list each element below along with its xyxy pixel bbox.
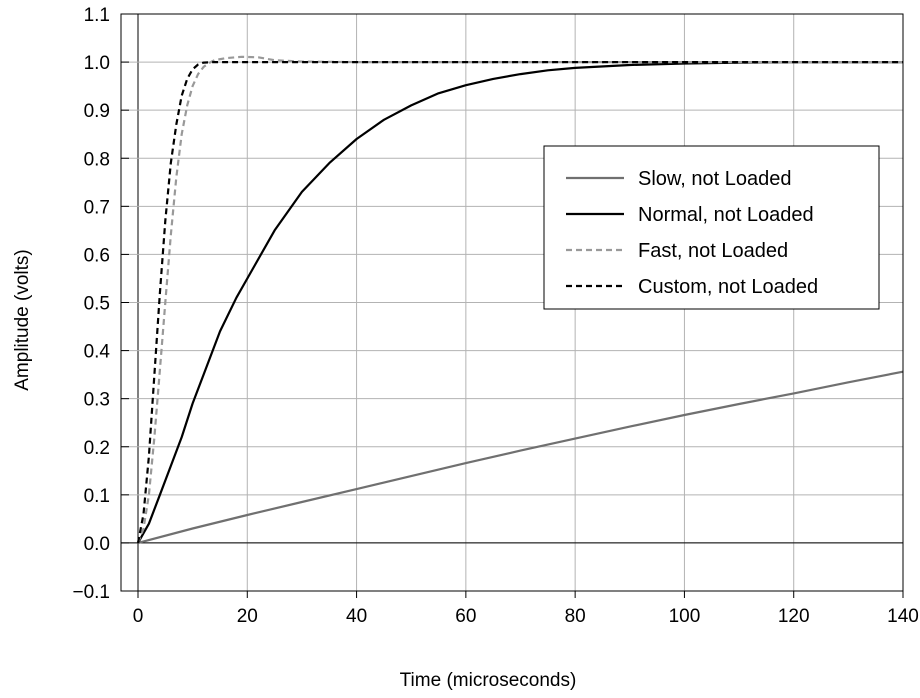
x-axis-title: Time (microseconds) [400,670,577,691]
y-tick-label: 0.2 [84,438,110,459]
x-tick-label: 100 [669,606,701,627]
legend-label-2: Fast, not Loaded [638,240,788,262]
y-tick-label: 0.0 [84,534,110,555]
y-tick-label: 0.6 [84,245,110,266]
axis-ticks: 0 20 40 60 80 100 120 140 −0.1 0.0 0.1 0.2 0.3 0.4 0.5… [72,5,918,627]
x-tick-label: 120 [778,606,810,627]
legend: Slow, not Loaded Normal, not Loaded Fast, … [543,145,880,310]
x-tick-label: 140 [887,606,919,627]
x-tick-label: 20 [237,606,258,627]
y-tick-label: 0.9 [84,101,110,122]
x-tick-label: 0 [133,606,144,627]
x-tick-label: 40 [346,606,367,627]
y-axis-title: Amplitude (volts) [12,249,33,391]
legend-box [543,145,880,310]
y-tick-label: 1.0 [84,53,110,74]
y-tick-label: 0.3 [84,390,110,411]
series-line-0 [137,370,904,544]
y-tick-label: 0.1 [84,486,110,507]
y-tick-label: 0.5 [84,294,110,315]
y-tick-label: 0.4 [84,342,111,363]
x-tick-label: 80 [565,606,586,627]
legend-label-0: Slow, not Loaded [638,168,791,190]
series-lines [136,55,904,544]
series-line-1 [137,60,903,544]
legend-label-3: Custom, not Loaded [638,276,818,298]
y-tick-label: −0.1 [72,582,110,603]
y-tick-label: 0.8 [84,149,110,170]
y-tick-label: 0.7 [84,197,110,218]
legend-label-1: Normal, not Loaded [638,204,814,226]
x-tick-label: 60 [455,606,476,627]
y-tick-label: 1.1 [84,5,110,26]
